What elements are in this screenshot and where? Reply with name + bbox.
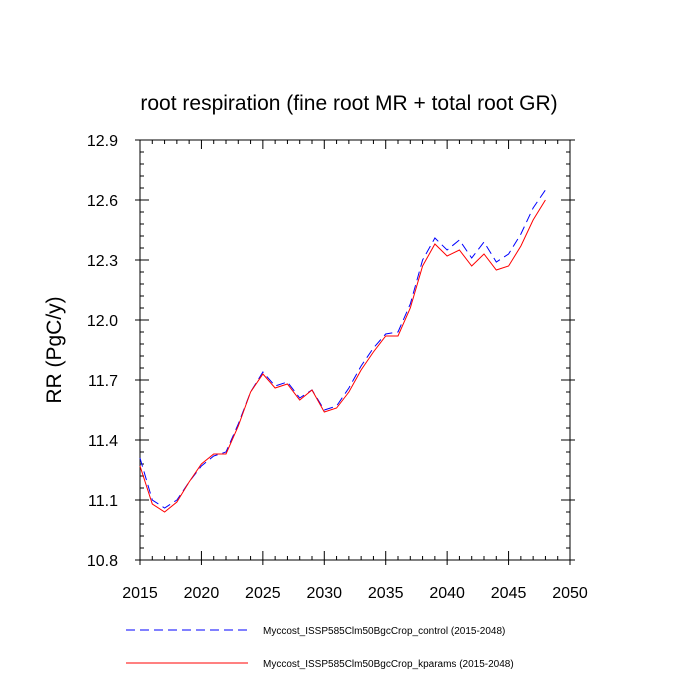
y-tick-label: 12.0 (87, 313, 118, 330)
chart-title: root respiration (fine root MR + total r… (140, 92, 557, 115)
legend: Myccost_ISSP585Clm50BgcCrop_control (201… (126, 626, 514, 670)
y-tick-label: 11.4 (88, 433, 118, 450)
legend-label-1: Myccost_ISSP585Clm50BgcCrop_kparams (201… (263, 659, 514, 670)
y-tick-label: 12.9 (87, 133, 118, 150)
x-tick-label: 2035 (368, 585, 404, 602)
x-tick-label: 2040 (429, 585, 465, 602)
legend-label-0: Myccost_ISSP585Clm50BgcCrop_control (201… (263, 626, 505, 637)
x-tick-label: 2025 (245, 585, 281, 602)
axis-ticks (135, 139, 575, 565)
series-line-1 (139, 199, 546, 513)
y-axis-label: RR (PgC/y) (43, 296, 66, 403)
x-tick-label: 2020 (184, 585, 220, 602)
y-tick-label: 11.1 (88, 493, 118, 510)
x-tick-label: 2050 (552, 585, 588, 602)
y-tick-label: 11.7 (88, 373, 118, 390)
x-tick-label: 2030 (306, 585, 342, 602)
plot-frame (139, 139, 571, 561)
tick-labels: 2015 2020 2025 2030 2035 2040 2045 2050 10.8 11.1… (87, 133, 588, 602)
y-tick-label: 10.8 (87, 553, 118, 570)
series-lines (139, 189, 546, 513)
y-tick-label: 12.3 (87, 253, 118, 270)
series-line-0 (139, 189, 546, 509)
x-tick-label: 2015 (122, 585, 158, 602)
x-tick-label: 2045 (491, 585, 527, 602)
y-tick-label: 12.6 (87, 193, 118, 210)
